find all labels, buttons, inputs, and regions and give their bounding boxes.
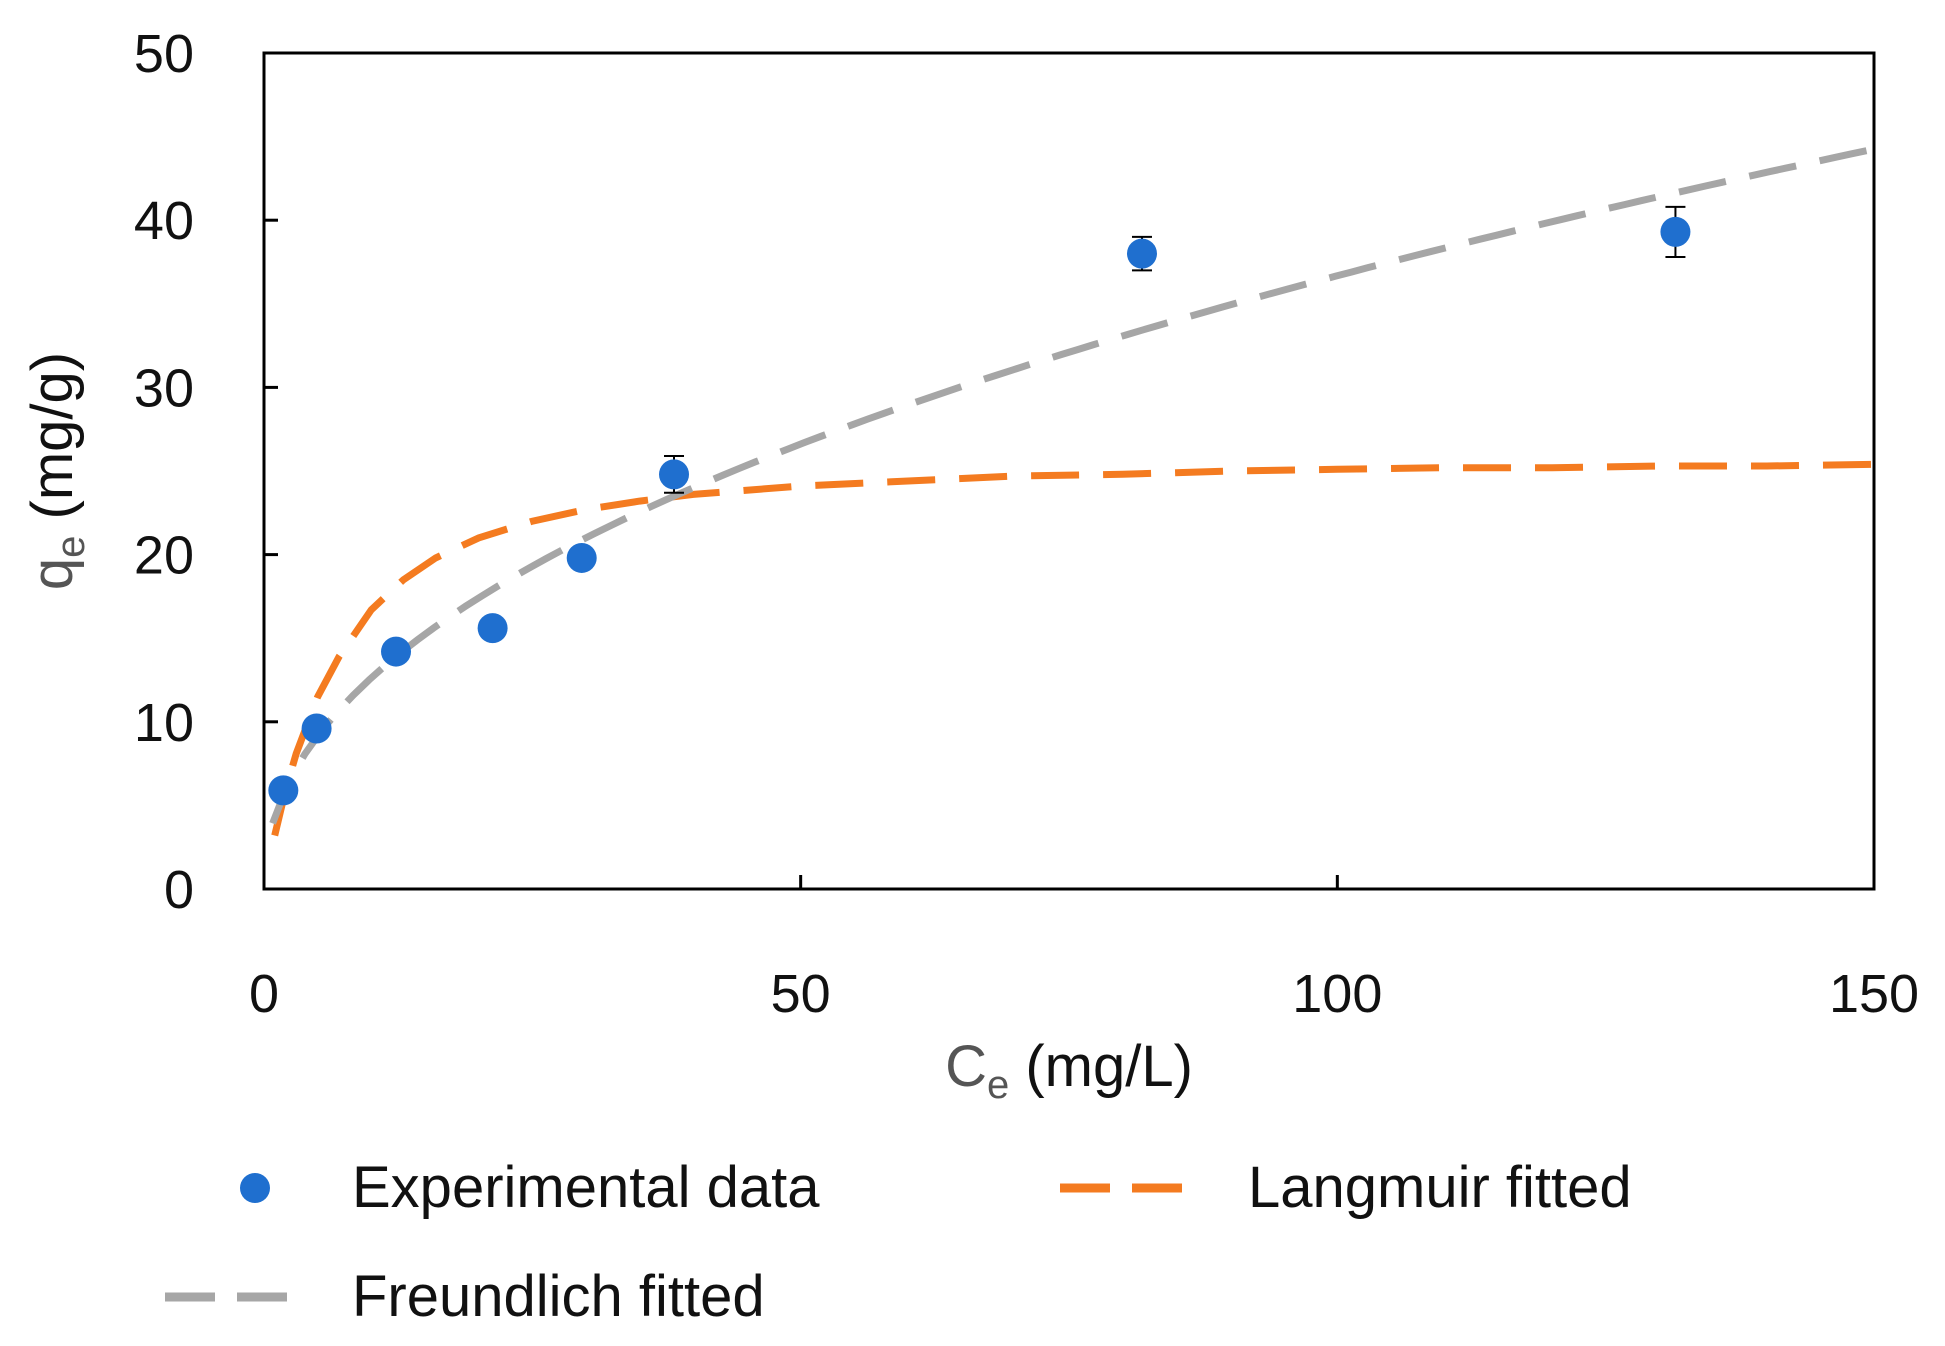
legend-label-experimental: Experimental data: [352, 1155, 820, 1220]
legend-marker-experimental: [240, 1173, 270, 1203]
y-tick-label: 0: [164, 860, 194, 920]
x-tick-label: 0: [249, 964, 279, 1024]
y-axis-title: qe (mg/g): [20, 352, 93, 590]
y-axis-unit: (mg/g): [20, 352, 85, 536]
data-point: [659, 459, 690, 490]
x-axis-title: Ce (mg/L): [945, 1034, 1193, 1107]
y-tick-label: 10: [134, 693, 194, 753]
y-tick-label: 30: [134, 358, 194, 418]
y-axis-symbol: q: [20, 558, 85, 590]
y-tick-label: 50: [134, 24, 194, 84]
x-axis-symbol: C: [945, 1034, 987, 1099]
legend-item-langmuir: Langmuir fitted: [1060, 1155, 1632, 1220]
legend-item-experimental: Experimental data: [240, 1155, 820, 1220]
data-point: [477, 613, 508, 644]
x-axis-subscript: e: [987, 1063, 1009, 1107]
axis-ticks-layer: 0 50 100 150 0 10 20 30 40 50: [134, 24, 1919, 1024]
data-points-layer: [268, 205, 1691, 806]
freundlich-fitted-line: [269, 147, 1868, 825]
data-point: [301, 713, 332, 744]
x-axis-unit: (mg/L): [1009, 1034, 1193, 1099]
legend-label-freundlich: Freundlich fitted: [352, 1264, 765, 1329]
data-point: [381, 636, 412, 667]
y-tick-label: 40: [134, 191, 194, 251]
x-tick-label: 150: [1829, 964, 1919, 1024]
data-point: [1660, 216, 1691, 247]
data-point: [566, 542, 597, 573]
legend-label-langmuir: Langmuir fitted: [1248, 1155, 1632, 1220]
x-tick-label: 100: [1292, 964, 1382, 1024]
y-tick-label: 20: [134, 526, 194, 586]
plot-frame: [262, 51, 1876, 891]
data-point: [268, 775, 299, 806]
fitted-lines-layer: [269, 147, 1875, 837]
y-axis-subscript: e: [49, 536, 93, 558]
legend: Experimental data Langmuir fitted Freund…: [165, 1155, 1632, 1329]
legend-item-freundlich: Freundlich fitted: [165, 1264, 765, 1329]
x-tick-label: 50: [771, 964, 831, 1024]
data-point: [1126, 238, 1157, 269]
langmuir-fitted-line: [271, 460, 1875, 837]
